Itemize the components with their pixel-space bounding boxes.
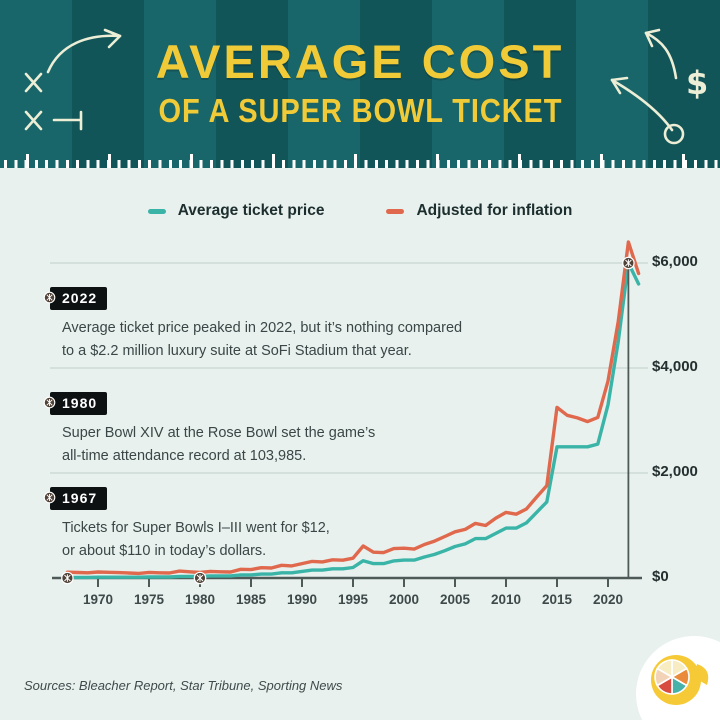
x-tick-label: 1980 [184, 592, 216, 607]
x-tick-label: 1995 [337, 592, 369, 607]
year-badge: 2022 [50, 287, 108, 310]
year-badge-label: 1967 [62, 490, 98, 506]
y-tick-label: $2,000 [652, 463, 698, 480]
x-tick-label: 2000 [388, 592, 420, 607]
football-icon [43, 491, 56, 504]
x-tick-label: 2015 [541, 592, 573, 607]
year-badge-label: 2022 [62, 290, 98, 306]
y-tick-label: $4,000 [652, 358, 698, 375]
series-line [65, 261, 641, 580]
legend-label: Average ticket price [177, 202, 325, 219]
annotation-2022: 2022 Average ticket price peaked in 2022… [50, 287, 462, 363]
page-subtitle: OF A SUPER BOWL TICKET [158, 92, 562, 129]
x-tick-label: 1985 [235, 592, 267, 607]
y-tick-label: $6,000 [652, 253, 698, 270]
annotation-1980: 1980 Super Bowl XIV at the Rose Bowl set… [50, 392, 375, 468]
chart-legend: Average ticket price Adjusted for inflat… [0, 202, 720, 220]
data-series-lines [65, 240, 641, 580]
x-tick-label: 2005 [439, 592, 471, 607]
legend-label: Adjusted for inflation [416, 202, 573, 219]
legend-item-adjusted-for-inflation: Adjusted for inflation [386, 202, 572, 220]
football-markers [61, 256, 635, 585]
annotation-text: Average ticket price peaked in 2022, but… [62, 320, 463, 359]
orange-dash-icon [386, 208, 405, 214]
x-tick-label: 1990 [286, 592, 318, 607]
annotation-text: Super Bowl XIV at the Rose Bowl set the … [62, 425, 376, 464]
legend-item-average-ticket-price: Average ticket price [147, 202, 325, 220]
x-tick-label: 1975 [133, 592, 165, 607]
football-icon [43, 291, 56, 304]
x-tick-label: 2010 [490, 592, 522, 607]
sources-text: Sources: Bleacher Report, Star Tribune, … [24, 678, 343, 693]
series-line [65, 240, 641, 576]
football-icon [61, 571, 74, 585]
year-badge: 1980 [50, 392, 108, 415]
annotation-1967: 1967 Tickets for Super Bowls I–III went … [50, 487, 330, 563]
football-icon [622, 256, 635, 270]
year-badge-label: 1980 [62, 395, 98, 411]
y-tick-label: $0 [652, 568, 669, 585]
yard-line-ruler [0, 154, 720, 168]
football-icon [193, 571, 207, 585]
x-tick-label: 2020 [592, 592, 624, 607]
page-title: AVERAGE COST [155, 35, 565, 88]
teal-dash-icon [147, 208, 166, 214]
football-icon [43, 396, 56, 409]
x-axis-ticks [97, 578, 609, 587]
header-banner: $ AVERAGE COST OF A SUPER BOWL TICKET [0, 0, 720, 168]
year-badge: 1967 [50, 487, 108, 510]
x-tick-label: 1970 [82, 592, 114, 607]
annotation-text: Tickets for Super Bowls I–III went for $… [62, 520, 330, 559]
